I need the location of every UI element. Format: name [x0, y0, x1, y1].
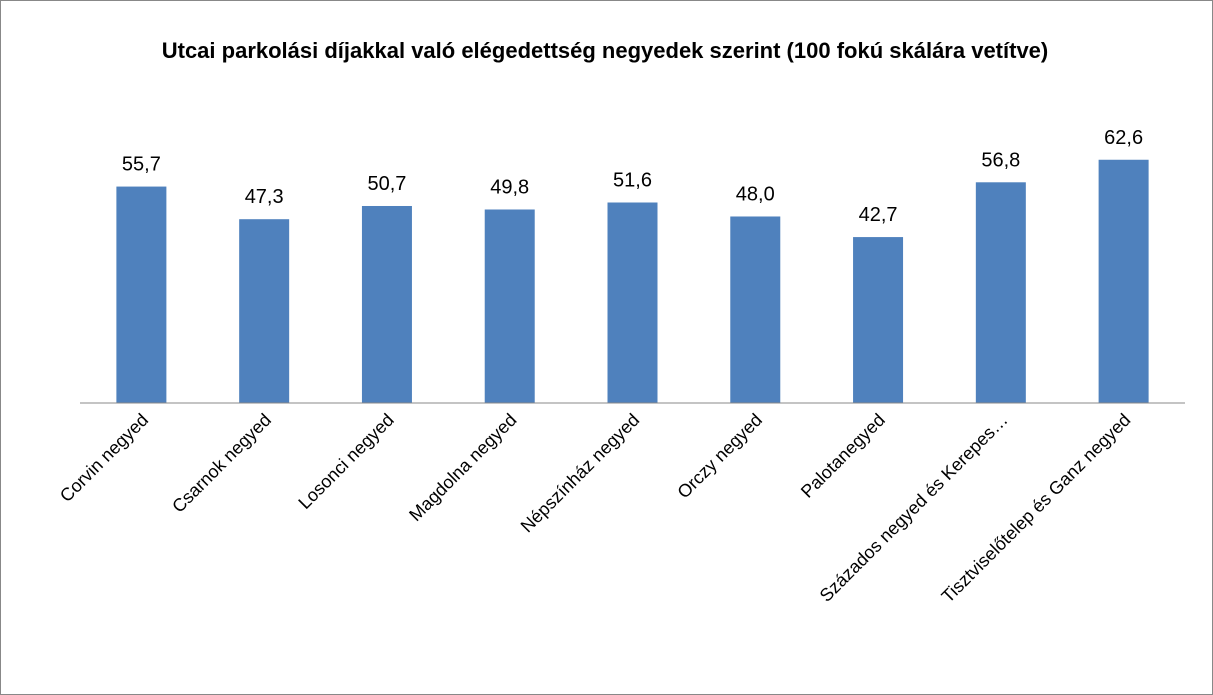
- bar: [1098, 159, 1149, 403]
- x-tick-label: Orczy negyed: [673, 410, 766, 503]
- data-label: 50,7: [367, 173, 406, 195]
- x-tick-label: Népszínház negyed: [517, 410, 644, 537]
- bar: [361, 205, 412, 403]
- chart-title: Utcai parkolási díjakkal való elégedetts…: [161, 38, 1049, 63]
- data-label: 55,7: [122, 154, 161, 176]
- bar: [975, 182, 1026, 403]
- x-tick-label: Losonci negyed: [294, 410, 397, 513]
- data-label: 47,3: [245, 186, 284, 208]
- x-tick-label: Csarnok negyed: [168, 410, 275, 517]
- bar: [607, 202, 658, 403]
- bar: [484, 209, 535, 403]
- bar: [730, 216, 781, 403]
- data-label: 56,8: [981, 149, 1020, 171]
- data-label: 51,6: [613, 169, 652, 191]
- x-tick-label: Magdolna negyed: [405, 410, 520, 525]
- bar: [116, 186, 167, 403]
- bar: [239, 219, 290, 403]
- x-tick-label: Corvin negyed: [56, 410, 152, 506]
- bar: [853, 237, 904, 403]
- data-label: 62,6: [1104, 127, 1143, 149]
- x-tick-label: Palotanegyed: [797, 410, 889, 502]
- data-label: 42,7: [859, 204, 898, 226]
- data-label: 48,0: [736, 183, 775, 205]
- data-label: 49,8: [490, 176, 529, 198]
